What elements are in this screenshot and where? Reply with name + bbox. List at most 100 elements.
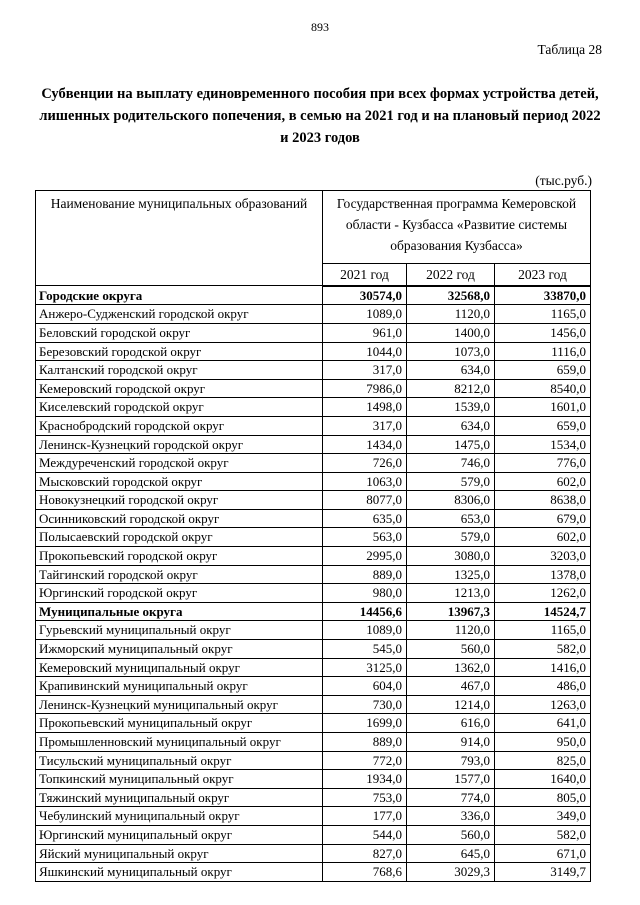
- municipality-name-cell: Кемеровский городской округ: [35, 378, 323, 399]
- value-cell-2021: 30574,0: [322, 285, 407, 306]
- value-cell-2021: 1089,0: [322, 304, 407, 324]
- year-header-2021: 2021 год: [322, 263, 407, 287]
- section-total-row: Муниципальные округа 14456,6 13967,3 14524,…: [35, 601, 592, 622]
- header-row-top: Наименование муниципальных образований Г…: [35, 190, 592, 287]
- value-cell-2022: 1539,0: [406, 397, 495, 417]
- municipality-name-cell: Чебулинский муниципальный округ: [35, 806, 323, 826]
- value-cell-2022: 653,0: [406, 508, 495, 529]
- value-cell-2023: 805,0: [493, 787, 592, 808]
- municipality-name-cell: Ленинск-Кузнецкий муниципальный округ: [35, 694, 323, 715]
- table-row: Беловский городской округ 961,0 1400,0 1456…: [35, 322, 592, 343]
- value-cell-2022: 560,0: [406, 639, 495, 659]
- municipality-name-cell: Краснобродский городской округ: [35, 415, 323, 436]
- section-label-cell: Муниципальные округа: [35, 601, 323, 622]
- value-cell-2021: 730,0: [322, 694, 407, 715]
- table-row: Яшкинский муниципальный округ 768,6 3029,3…: [35, 862, 592, 882]
- table-row: Междуреченский городской округ 726,0 746,0…: [35, 453, 592, 473]
- value-cell-2023: 641,0: [493, 713, 592, 733]
- municipality-name-cell: Ленинск-Кузнецкий городской округ: [35, 434, 323, 455]
- table-row: Кемеровский городской округ 7986,0 8212,0 8…: [35, 378, 592, 399]
- value-cell-2021: 1044,0: [322, 341, 407, 362]
- value-cell-2021: 1089,0: [322, 620, 407, 641]
- value-cell-2022: 8306,0: [406, 490, 495, 510]
- section-total-row: Городские округа 30574,0 32568,0 33870,0: [35, 285, 592, 306]
- value-cell-2021: 177,0: [322, 806, 407, 826]
- value-cell-2022: 746,0: [406, 453, 495, 473]
- value-cell-2022: 914,0: [406, 732, 495, 752]
- municipality-name-cell: Гурьевский муниципальный округ: [35, 620, 323, 641]
- value-cell-2022: 8212,0: [406, 378, 495, 399]
- value-cell-2021: 980,0: [322, 583, 407, 603]
- value-cell-2021: 1063,0: [322, 471, 407, 492]
- value-cell-2023: 14524,7: [493, 601, 592, 622]
- value-cell-2023: 1165,0: [493, 620, 592, 641]
- municipality-name-cell: Прокопьевский городской округ: [35, 546, 323, 566]
- table-row: Крапивинский муниципальный округ 604,0 467…: [35, 676, 592, 696]
- municipality-name-cell: Киселевский городской округ: [35, 397, 323, 417]
- municipality-name-cell: Ижморский муниципальный округ: [35, 639, 323, 659]
- municipality-name-cell: Анжеро-Судженский городской округ: [35, 304, 323, 324]
- value-cell-2022: 1073,0: [406, 341, 495, 362]
- value-cell-2021: 2995,0: [322, 546, 407, 566]
- value-cell-2021: 1699,0: [322, 713, 407, 733]
- table-row: Ленинск-Кузнецкий городской округ 1434,0 1…: [35, 434, 592, 455]
- table-row: Юргинский городской округ 980,0 1213,0 1262…: [35, 583, 592, 603]
- value-cell-2023: 1165,0: [493, 304, 592, 324]
- municipality-name-cell: Междуреченский городской округ: [35, 453, 323, 473]
- value-cell-2021: 545,0: [322, 639, 407, 659]
- table-row: Полысаевский городской округ 563,0 579,0 60…: [35, 527, 592, 548]
- value-cell-2021: 726,0: [322, 453, 407, 473]
- value-cell-2023: 8638,0: [493, 490, 592, 510]
- value-cell-2022: 467,0: [406, 676, 495, 696]
- value-cell-2021: 772,0: [322, 750, 407, 771]
- municipality-name-cell: Полысаевский городской округ: [35, 527, 323, 548]
- table-row: Тайгинский городской округ 889,0 1325,0 137…: [35, 564, 592, 585]
- value-cell-2022: 32568,0: [406, 285, 495, 306]
- value-cell-2021: 8077,0: [322, 490, 407, 510]
- section-label-cell: Городские округа: [35, 285, 323, 306]
- value-cell-2021: 889,0: [322, 732, 407, 752]
- value-cell-2022: 616,0: [406, 713, 495, 733]
- value-cell-2022: 1475,0: [406, 434, 495, 455]
- value-cell-2022: 3080,0: [406, 546, 495, 566]
- value-cell-2023: 602,0: [493, 471, 592, 492]
- table-row: Прокопьевский муниципальный округ 1699,0 6…: [35, 713, 592, 733]
- table-row: Киселевский городской округ 1498,0 1539,0 1…: [35, 397, 592, 417]
- value-cell-2021: 317,0: [322, 360, 407, 380]
- value-cell-2023: 1416,0: [493, 657, 592, 678]
- value-cell-2022: 579,0: [406, 527, 495, 548]
- municipality-column-header: Наименование муниципальных образований: [35, 190, 323, 287]
- value-cell-2022: 1120,0: [406, 620, 495, 641]
- value-cell-2023: 679,0: [493, 508, 592, 529]
- table-row: Калтанский городской округ 317,0 634,0 659,…: [35, 360, 592, 380]
- municipality-name-cell: Тайгинский городской округ: [35, 564, 323, 585]
- table-body: Городские округа 30574,0 32568,0 33870,0 Анж…: [35, 285, 592, 882]
- value-cell-2023: 659,0: [493, 360, 592, 380]
- municipality-name-cell: Тяжинский муниципальный округ: [35, 787, 323, 808]
- table-row: Прокопьевский городской округ 2995,0 3080,…: [35, 546, 592, 566]
- value-cell-2023: 825,0: [493, 750, 592, 771]
- table-row: Кемеровский муниципальный округ 3125,0 136…: [35, 657, 592, 678]
- municipality-name-cell: Березовский городской округ: [35, 341, 323, 362]
- municipality-name-cell: Топкинский муниципальный округ: [35, 769, 323, 789]
- municipality-name-cell: Прокопьевский муниципальный округ: [35, 713, 323, 733]
- value-cell-2021: 753,0: [322, 787, 407, 808]
- value-cell-2021: 3125,0: [322, 657, 407, 678]
- value-cell-2023: 349,0: [493, 806, 592, 826]
- table-row: Новокузнецкий городской округ 8077,0 8306,…: [35, 490, 592, 510]
- value-cell-2023: 1116,0: [493, 341, 592, 362]
- value-cell-2021: 768,6: [322, 862, 407, 882]
- value-cell-2022: 634,0: [406, 360, 495, 380]
- municipality-name-cell: Калтанский городской округ: [35, 360, 323, 380]
- municipality-name-cell: Мысковский городской округ: [35, 471, 323, 492]
- table-row: Краснобродский городской округ 317,0 634,0…: [35, 415, 592, 436]
- value-cell-2023: 3149,7: [493, 862, 592, 882]
- table-row: Промышленновский муниципальный округ 889,…: [35, 732, 592, 752]
- value-cell-2023: 486,0: [493, 676, 592, 696]
- value-cell-2023: 671,0: [493, 843, 592, 864]
- value-cell-2021: 1498,0: [322, 397, 407, 417]
- value-cell-2021: 317,0: [322, 415, 407, 436]
- units-label: (тыс.руб.): [535, 173, 592, 189]
- table-row: Гурьевский муниципальный округ 1089,0 1120…: [35, 620, 592, 641]
- value-cell-2022: 634,0: [406, 415, 495, 436]
